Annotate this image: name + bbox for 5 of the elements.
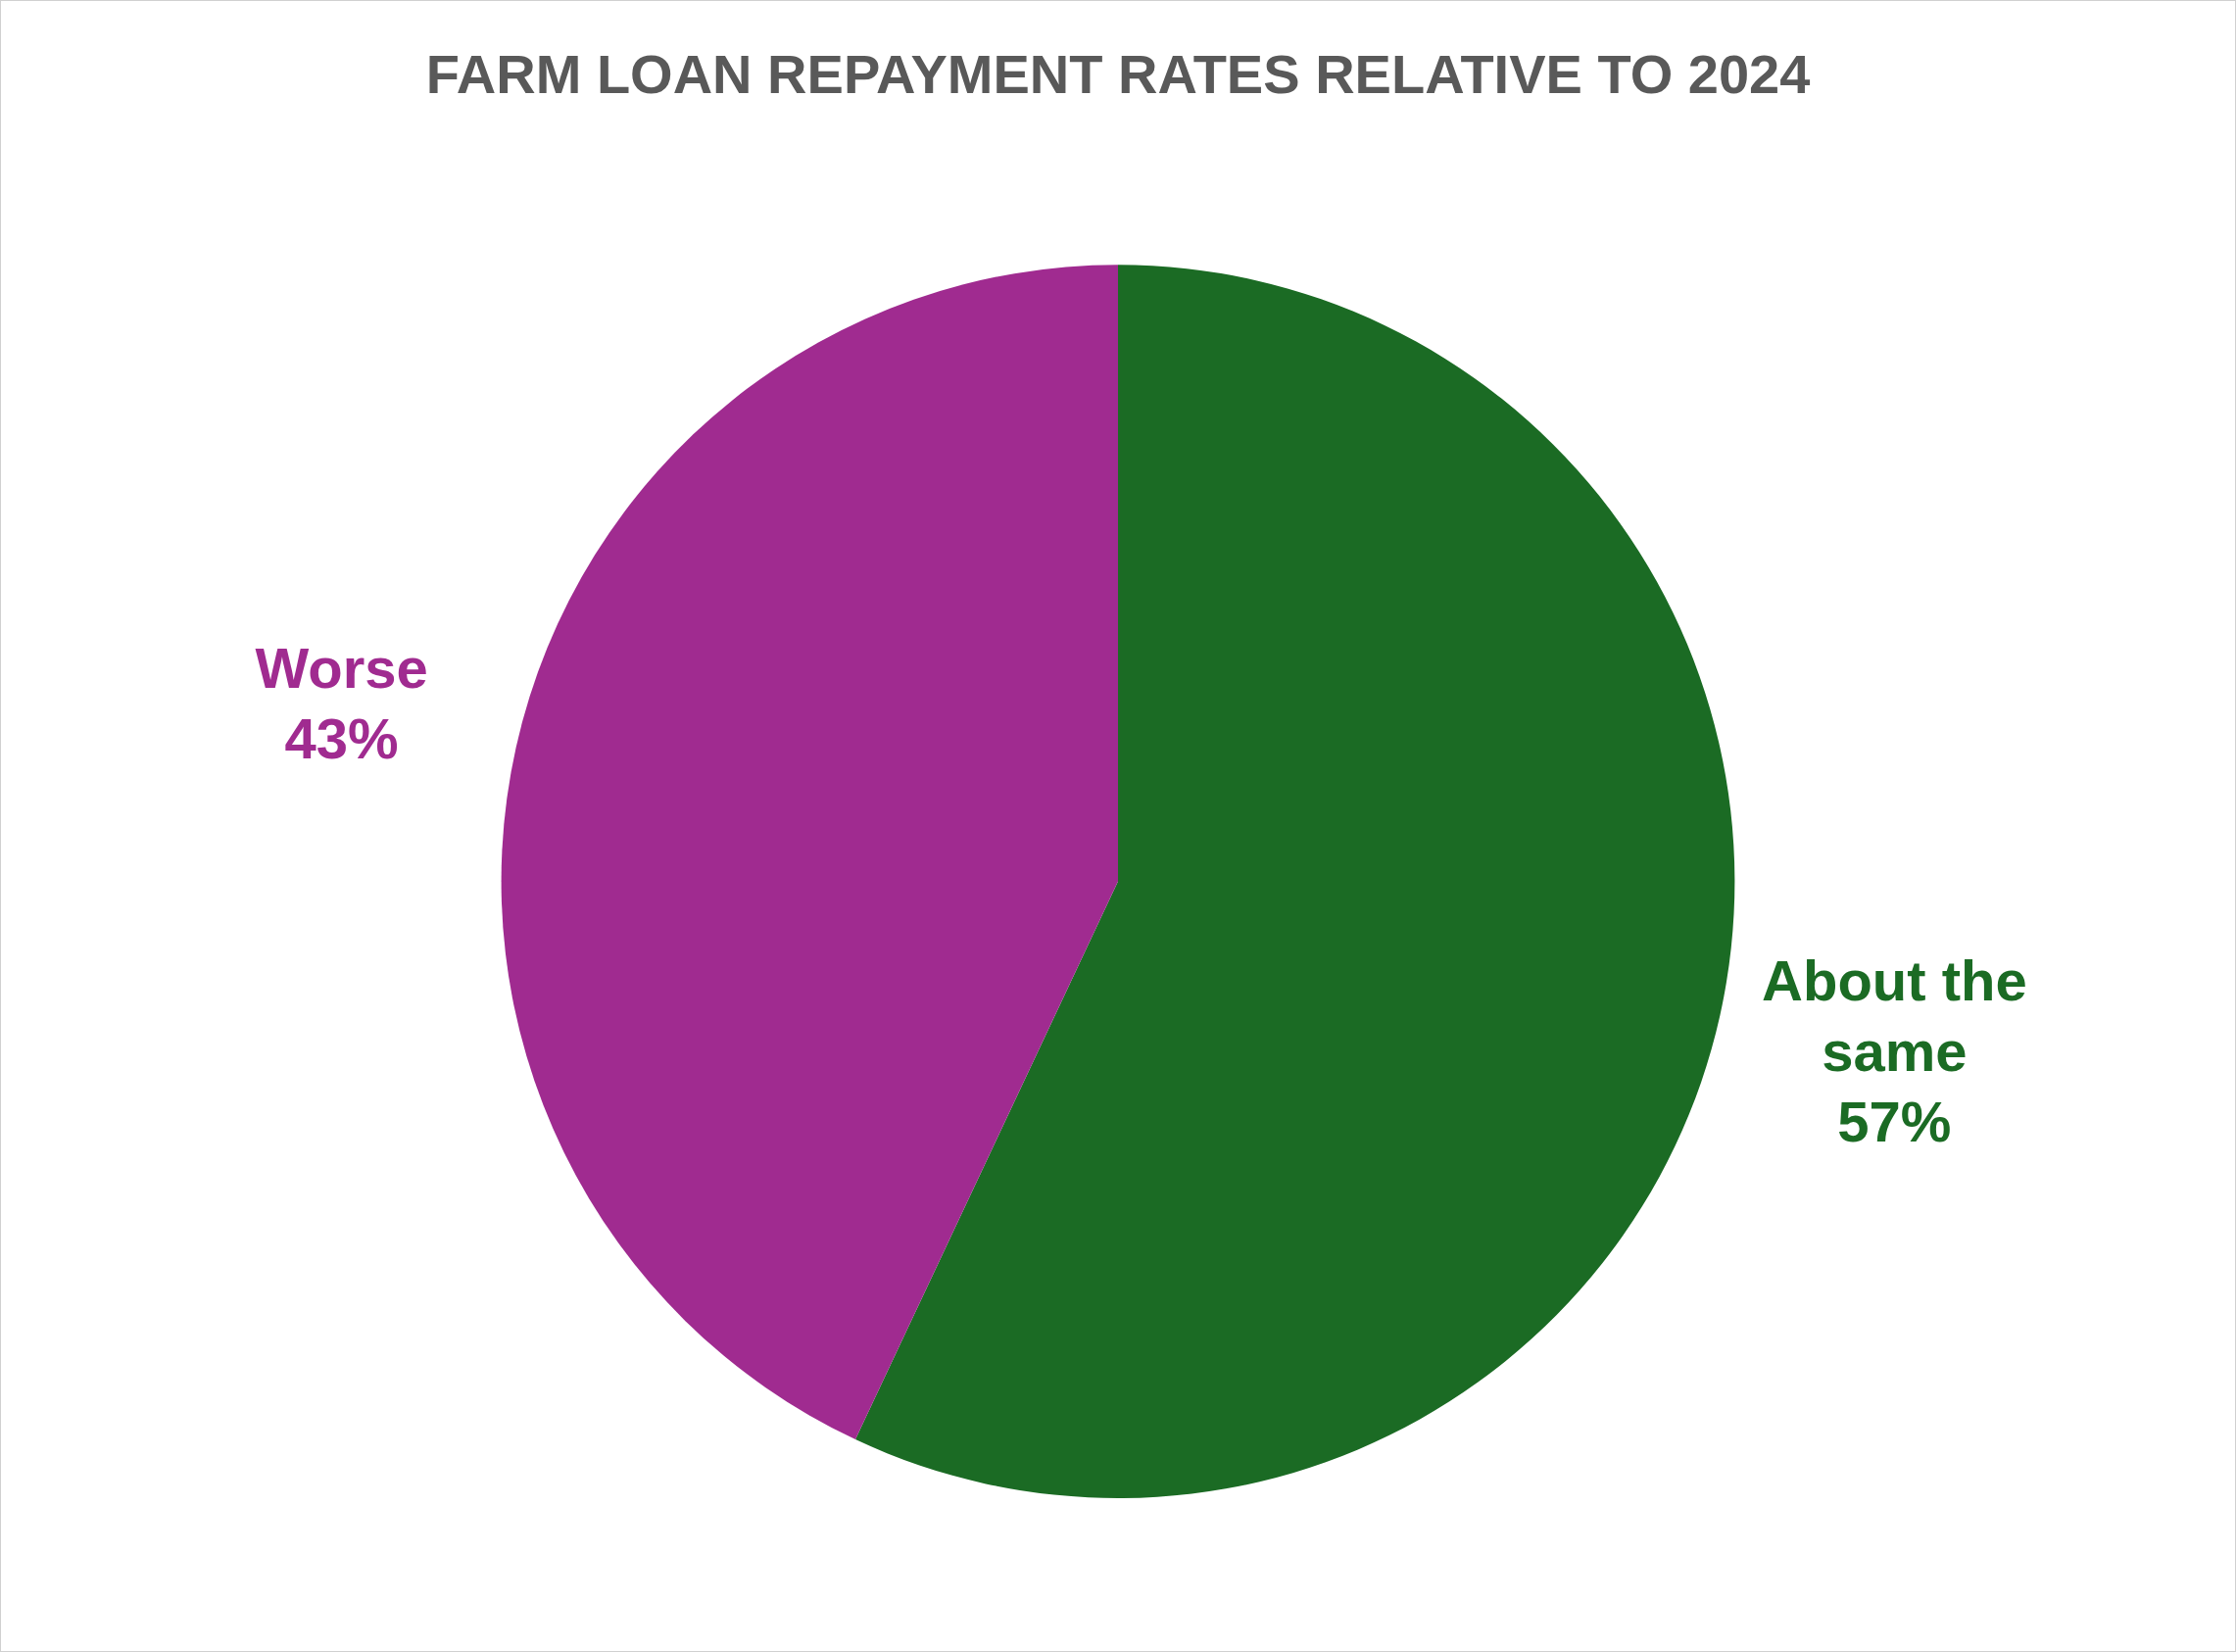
data-label: 43% — [284, 706, 399, 771]
slice-label: About the same — [1762, 947, 2027, 1083]
slice-label: Worse — [255, 636, 428, 701]
data-label: 57% — [1837, 1089, 1952, 1153]
chart-title: FARM LOAN REPAYMENT RATES RELATIVE TO 2024 — [425, 43, 1811, 106]
